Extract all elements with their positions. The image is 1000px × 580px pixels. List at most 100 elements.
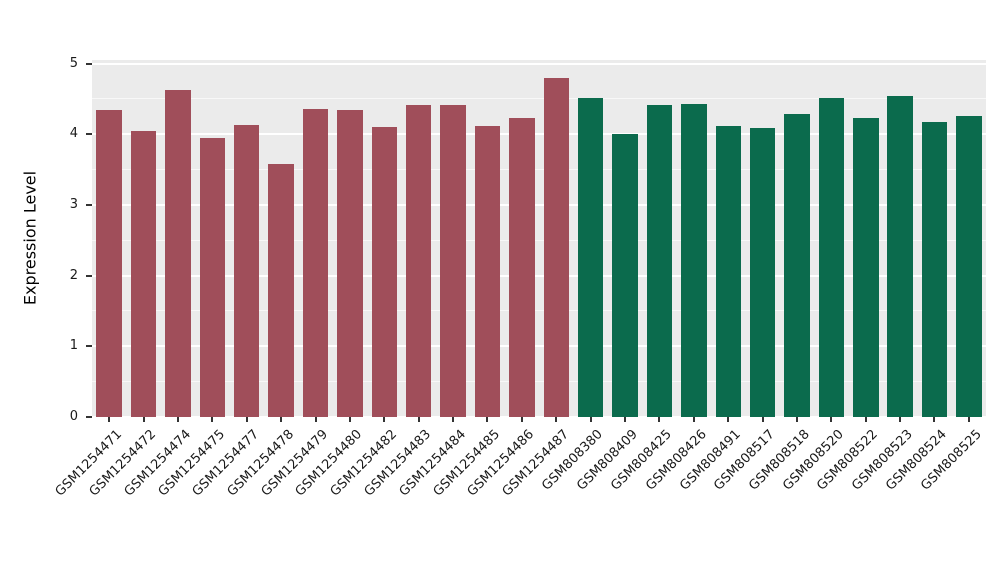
bar bbox=[234, 125, 260, 417]
y-tick-label: 4 bbox=[69, 126, 78, 142]
bar bbox=[130, 130, 157, 417]
x-tick-mark bbox=[348, 417, 351, 422]
y-tick-label: 0 bbox=[69, 409, 78, 424]
bar-slot bbox=[195, 60, 229, 417]
x-tick-mark bbox=[623, 417, 626, 422]
bar-slot bbox=[642, 60, 676, 417]
x-tick-mark bbox=[967, 417, 970, 422]
bar-slot bbox=[608, 60, 642, 417]
bar-slot bbox=[677, 60, 711, 417]
bar bbox=[956, 115, 982, 417]
x-tick-mark bbox=[245, 417, 248, 422]
x-tick-mark bbox=[555, 417, 558, 422]
bar bbox=[268, 163, 294, 417]
x-tick-mark bbox=[692, 417, 695, 422]
x-tick-mark bbox=[727, 417, 730, 422]
bar-slot bbox=[126, 60, 160, 417]
bar bbox=[577, 98, 604, 417]
x-tick-mark bbox=[899, 417, 902, 422]
bar-slot bbox=[814, 60, 848, 417]
gridline-major bbox=[92, 416, 986, 418]
bar bbox=[887, 96, 913, 417]
bar bbox=[612, 133, 638, 417]
bar-slot bbox=[470, 60, 504, 417]
bar-slot bbox=[711, 60, 745, 417]
bar bbox=[440, 105, 466, 417]
x-tick-mark bbox=[280, 417, 283, 422]
bar bbox=[646, 104, 673, 417]
y-tick-mark bbox=[86, 62, 92, 65]
bar-slot bbox=[264, 60, 298, 417]
bar bbox=[337, 110, 363, 417]
x-tick-mark bbox=[452, 417, 455, 422]
y-axis: 0 1 2 3 4 5 bbox=[0, 55, 92, 424]
x-tick-mark bbox=[142, 417, 145, 422]
x-tick-mark bbox=[211, 417, 214, 422]
gridline-major bbox=[92, 203, 986, 206]
bar-slot bbox=[505, 60, 539, 417]
y-tick-label: 2 bbox=[69, 267, 78, 283]
bar bbox=[853, 117, 879, 417]
bar bbox=[921, 122, 948, 417]
bar-slot bbox=[402, 60, 436, 417]
bar bbox=[784, 113, 810, 417]
x-tick-mark bbox=[486, 417, 489, 422]
y-tick-mark bbox=[86, 274, 92, 277]
bar-slot bbox=[883, 60, 917, 417]
bar-slot bbox=[333, 60, 367, 417]
x-tick-mark bbox=[795, 417, 798, 422]
bar-slot bbox=[917, 60, 951, 417]
x-tick-mark bbox=[520, 417, 523, 422]
x-tick-mark bbox=[658, 417, 661, 422]
bar bbox=[371, 127, 398, 417]
bars-container bbox=[92, 60, 986, 417]
bar-slot bbox=[436, 60, 470, 417]
x-tick-mark bbox=[314, 417, 317, 422]
gridline-minor bbox=[92, 98, 986, 100]
bar bbox=[543, 78, 569, 417]
x-tick-mark bbox=[417, 417, 420, 422]
bar bbox=[302, 108, 329, 417]
bar bbox=[715, 125, 741, 417]
y-tick-label: 3 bbox=[69, 196, 78, 212]
bar bbox=[165, 89, 191, 417]
x-axis: GSM1254471 GSM1254472 GSM1254474 GSM1254475… bbox=[52, 417, 986, 567]
x-tick-mark bbox=[864, 417, 867, 422]
x-tick-mark bbox=[761, 417, 764, 422]
bar-slot bbox=[952, 60, 986, 417]
bar-slot bbox=[92, 60, 126, 417]
x-tick-mark bbox=[108, 417, 111, 422]
bar bbox=[405, 105, 432, 417]
bar-slot bbox=[849, 60, 883, 417]
y-tick-mark bbox=[86, 203, 92, 206]
y-tick-mark bbox=[86, 345, 92, 348]
bar bbox=[474, 125, 501, 417]
x-tick-mark bbox=[830, 417, 833, 422]
y-tick-mark bbox=[86, 133, 92, 136]
bar bbox=[96, 109, 122, 417]
bar-slot bbox=[298, 60, 332, 417]
bar bbox=[509, 117, 535, 417]
y-tick-label: 5 bbox=[69, 55, 78, 71]
bar bbox=[199, 137, 226, 417]
x-tick-mark bbox=[933, 417, 936, 422]
gridline-major bbox=[92, 345, 986, 348]
bar bbox=[818, 98, 845, 417]
bar-slot bbox=[539, 60, 573, 417]
y-tick-label: 1 bbox=[69, 338, 78, 354]
gridline-minor bbox=[92, 310, 986, 312]
bar-slot bbox=[230, 60, 264, 417]
y-tick-mark bbox=[86, 416, 92, 418]
x-tick-mark bbox=[589, 417, 592, 422]
gridline-minor bbox=[92, 169, 986, 171]
bar-slot bbox=[745, 60, 779, 417]
bar-slot bbox=[780, 60, 814, 417]
gridline-major bbox=[92, 274, 986, 277]
bar-slot bbox=[573, 60, 607, 417]
x-tick-mark bbox=[176, 417, 179, 422]
gridline-minor bbox=[92, 381, 986, 383]
bar-slot bbox=[367, 60, 401, 417]
plot-area bbox=[92, 60, 986, 418]
bar-slot bbox=[161, 60, 195, 417]
